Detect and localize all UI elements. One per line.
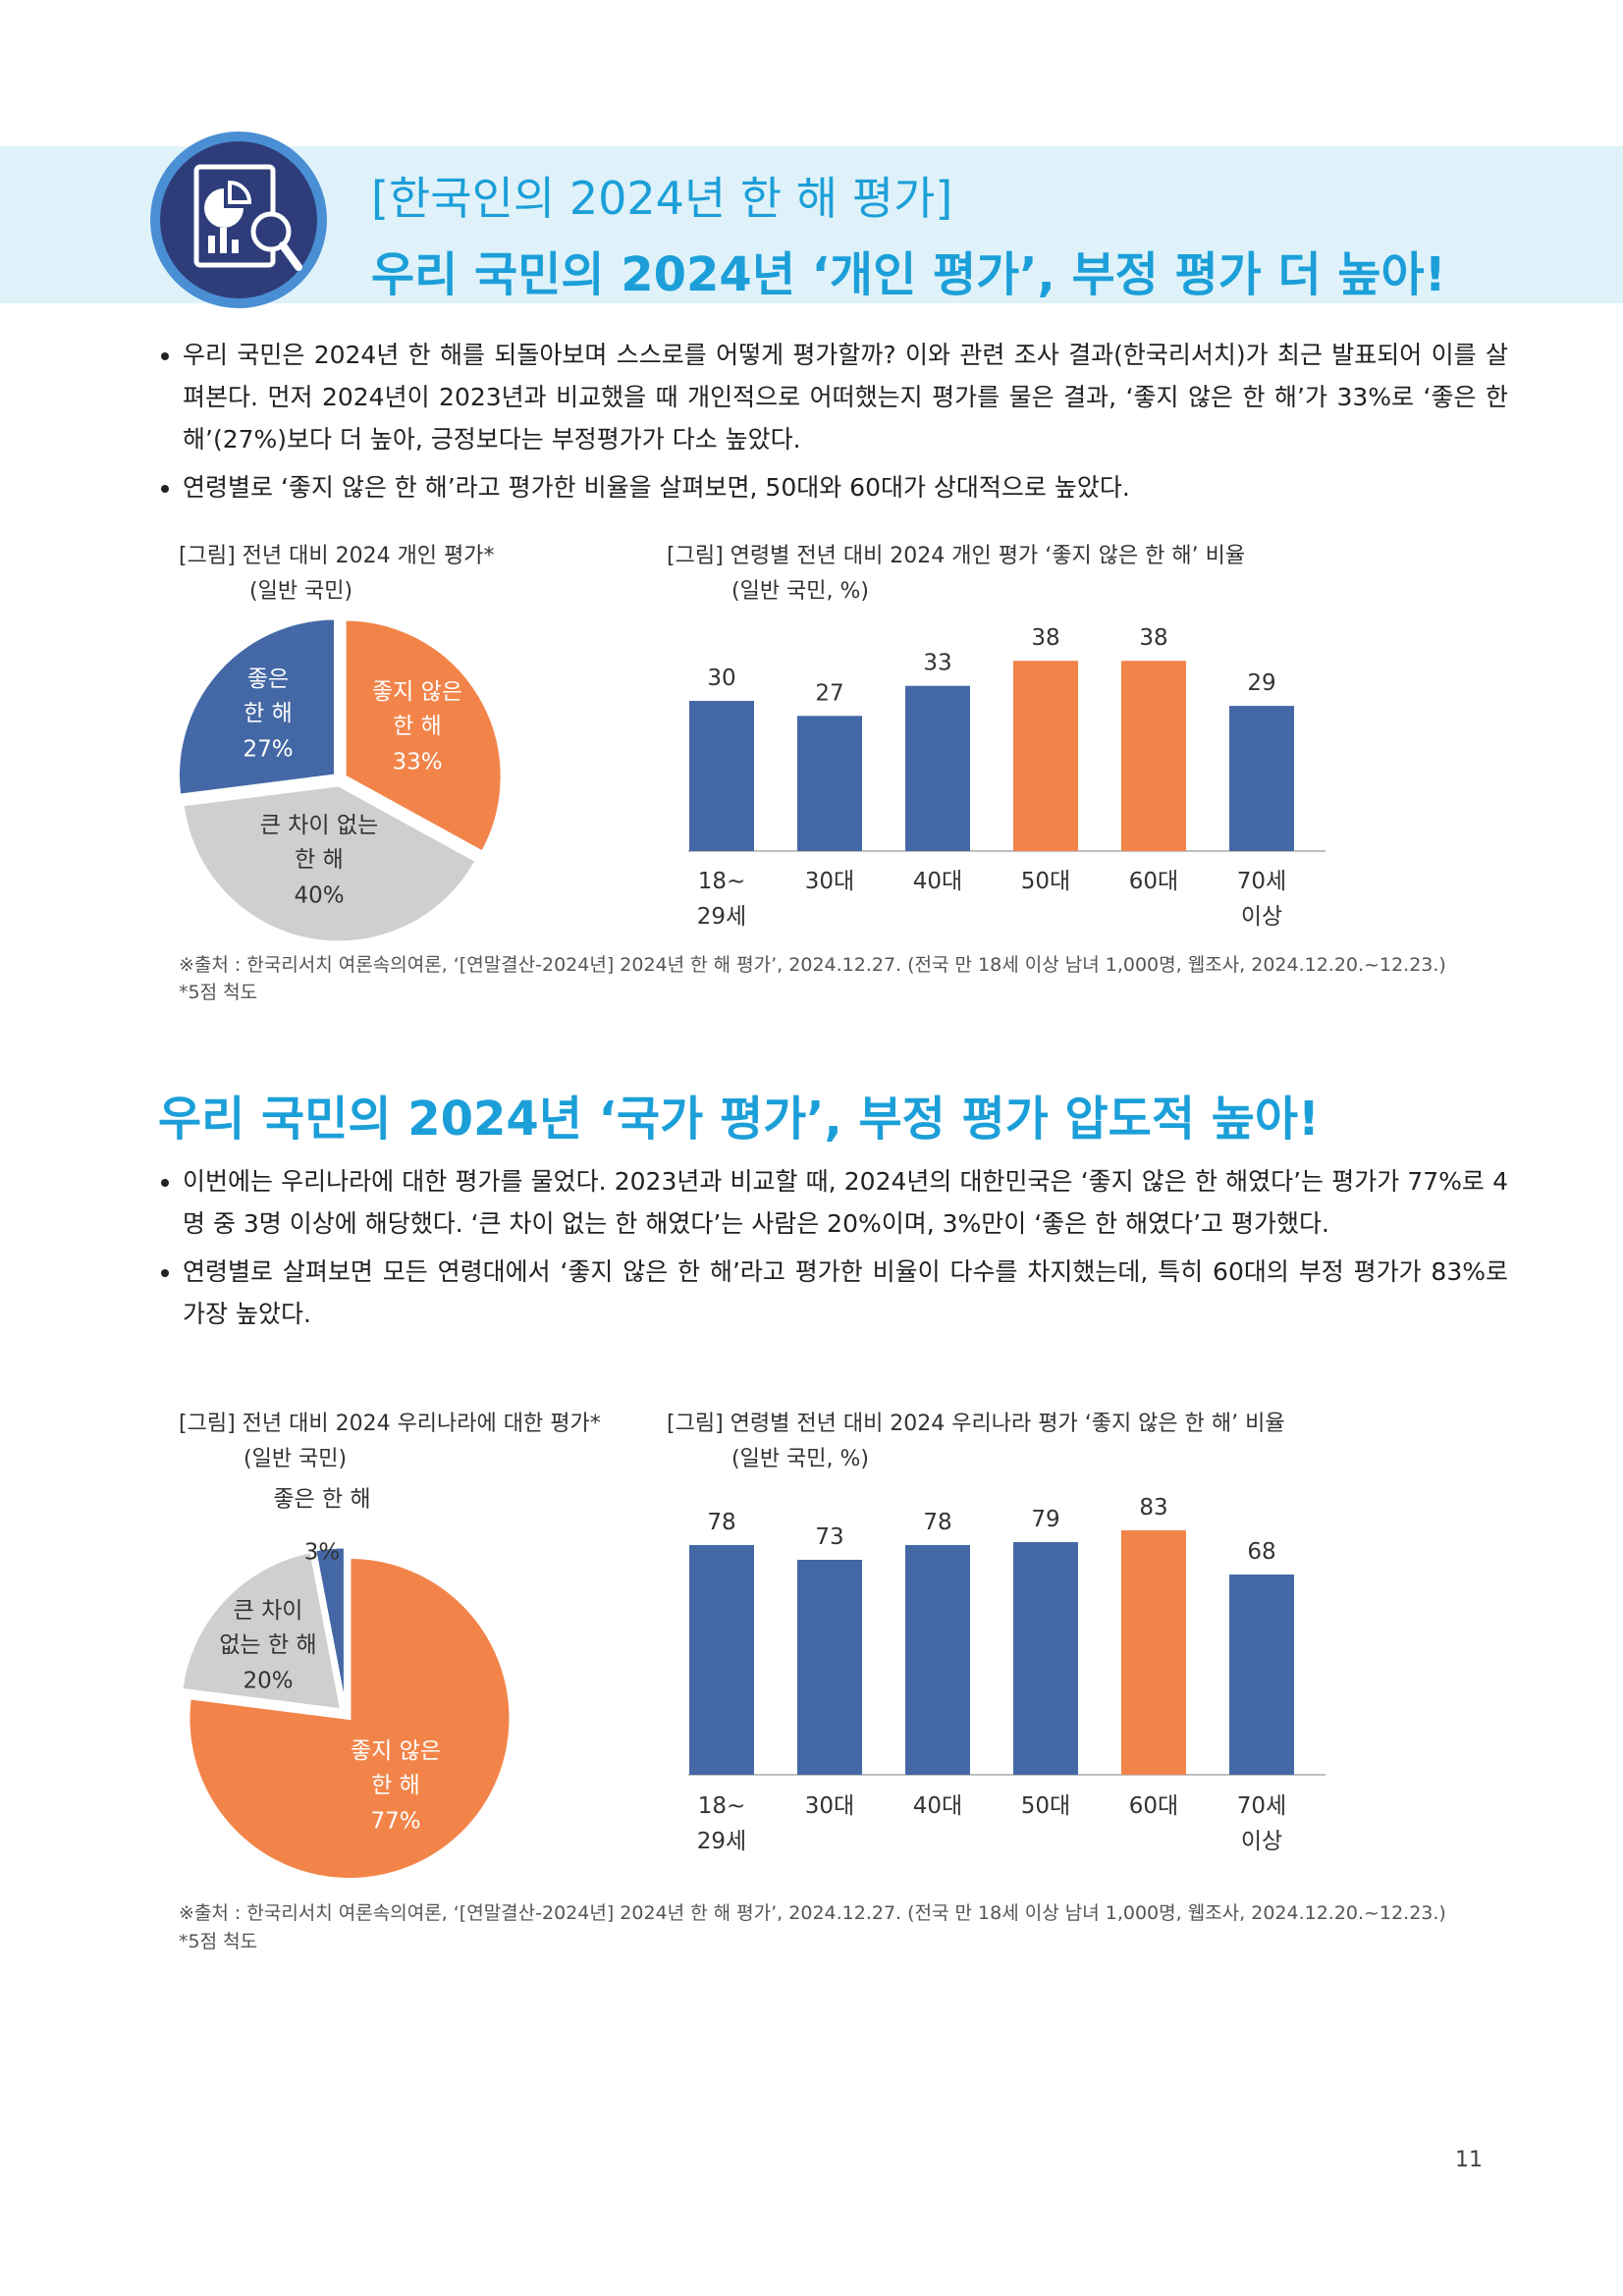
bar <box>797 716 862 851</box>
note: *5점 척도 <box>179 982 258 1003</box>
slice-value-label: 3% <box>303 1539 341 1566</box>
x-tick-label: 50대 <box>1020 869 1071 894</box>
bar <box>1013 1542 1078 1775</box>
bar <box>797 1560 862 1775</box>
slice-value-label: 33% <box>392 749 443 775</box>
section-heading: 우리 국민의 2024년 ‘국가 평가’, 부정 평가 압도적 높아! <box>158 1092 1320 1147</box>
chart-title: [그림] 연령별 전년 대비 2024 개인 평가 ‘좋지 않은 한 해’ 비율 <box>667 544 1246 568</box>
source: ※출처 : 한국리서치 여론속의여론, ‘[연말결산-2024년] 2024년 … <box>179 954 1446 976</box>
bar <box>905 685 970 851</box>
value-label: 73 <box>815 1524 843 1550</box>
chart-subtitle: (일반 국민) <box>243 1447 348 1471</box>
slice-value-label: 77% <box>370 1808 421 1835</box>
slice-value-label: 20% <box>243 1668 294 1694</box>
page-number: 11 <box>1455 2148 1483 2172</box>
value-label: 79 <box>1031 1507 1059 1532</box>
value-label: 68 <box>1247 1539 1275 1565</box>
x-tick-label: 70세 이상 <box>1236 869 1287 930</box>
value-label: 78 <box>707 1510 735 1535</box>
bullet: 우리 국민은 2024년 한 해를 되돌아보며 스스로를 어떻게 평가할까? 이… <box>183 334 1508 460</box>
slice-value-label: 40% <box>294 882 345 909</box>
bar <box>1229 706 1294 851</box>
chart-title: [그림] 연령별 전년 대비 2024 우리나라 평가 ‘좋지 않은 한 해’ … <box>667 1412 1285 1436</box>
bar <box>1229 1575 1294 1775</box>
value-label: 78 <box>923 1510 951 1535</box>
x-tick-label: 40대 <box>912 1793 963 1819</box>
value-label: 29 <box>1247 670 1275 696</box>
x-tick-label: 40대 <box>912 869 963 894</box>
bar <box>905 1545 970 1775</box>
header-icon <box>150 132 327 308</box>
chart-subtitle: (일반 국민) <box>249 579 353 604</box>
value-label: 38 <box>1031 625 1059 651</box>
slice-label: 큰 차이 없는 한 해 <box>259 813 379 873</box>
slice-label: 좋지 않은 한 해 <box>351 1738 441 1798</box>
chart-subtitle: (일반 국민, %) <box>731 1447 870 1471</box>
slice-label: 좋은 한 해 <box>273 1486 371 1513</box>
bar <box>1013 661 1078 851</box>
value-label: 33 <box>923 651 951 676</box>
bullet-list: 이번에는 우리나라에 대한 평가를 물었다. 2023년과 비교할 때, 202… <box>147 1160 1508 1341</box>
bar <box>689 1545 754 1775</box>
bullet: 연령별로 살펴보면 모든 연령대에서 ‘좋지 않은 한 해’라고 평가한 비율이… <box>183 1251 1508 1335</box>
x-tick-label: 60대 <box>1128 1793 1179 1819</box>
x-tick-label: 70세 이상 <box>1236 1793 1287 1854</box>
slice-label: 좋지 않은 한 해 <box>372 679 462 739</box>
x-tick-label: 30대 <box>804 869 855 894</box>
source: ※출처 : 한국리서치 여론속의여론, ‘[연말결산-2024년] 2024년 … <box>179 1902 1446 1924</box>
pie-slice <box>177 616 337 797</box>
pie-slice <box>343 617 504 855</box>
header-title: [한국인의 2024년 한 해 평가] <box>371 172 953 225</box>
x-tick-label: 50대 <box>1020 1793 1071 1819</box>
bar <box>1121 1530 1186 1775</box>
value-label: 83 <box>1139 1495 1167 1521</box>
note: *5점 척도 <box>179 1931 258 1952</box>
slice-label: 큰 차이 없는 한 해 <box>219 1598 317 1658</box>
bullet-list: 우리 국민은 2024년 한 해를 되돌아보며 스스로를 어떻게 평가할까? 이… <box>147 334 1508 514</box>
pie-slice <box>187 1555 513 1881</box>
bullet: 이번에는 우리나라에 대한 평가를 물었다. 2023년과 비교할 때, 202… <box>183 1160 1508 1245</box>
pie-slice <box>312 1545 347 1709</box>
pie-slice <box>180 1550 344 1712</box>
value-label: 30 <box>707 666 735 691</box>
bar <box>1121 661 1186 851</box>
value-label: 27 <box>815 680 843 706</box>
bar <box>689 701 754 851</box>
x-tick-label: 60대 <box>1128 869 1179 894</box>
slice-label: 좋은 한 해 <box>243 667 293 726</box>
chart-title: [그림] 전년 대비 2024 우리나라에 대한 평가* <box>179 1412 601 1436</box>
chart-subtitle: (일반 국민, %) <box>731 579 870 604</box>
value-label: 38 <box>1139 625 1167 651</box>
header-headline: 우리 국민의 2024년 ‘개인 평가’, 부정 평가 더 높아! <box>371 247 1446 302</box>
x-tick-label: 18~ 29세 <box>696 1793 747 1854</box>
pie-slice <box>181 783 479 944</box>
bullet: 연령별로 ‘좋지 않은 한 해’라고 평가한 비율을 살펴보면, 50대와 60… <box>183 466 1508 508</box>
x-tick-label: 18~ 29세 <box>696 869 747 930</box>
x-tick-label: 30대 <box>804 1793 855 1819</box>
slice-value-label: 27% <box>243 736 294 763</box>
chart-title: [그림] 전년 대비 2024 개인 평가* <box>179 544 495 568</box>
